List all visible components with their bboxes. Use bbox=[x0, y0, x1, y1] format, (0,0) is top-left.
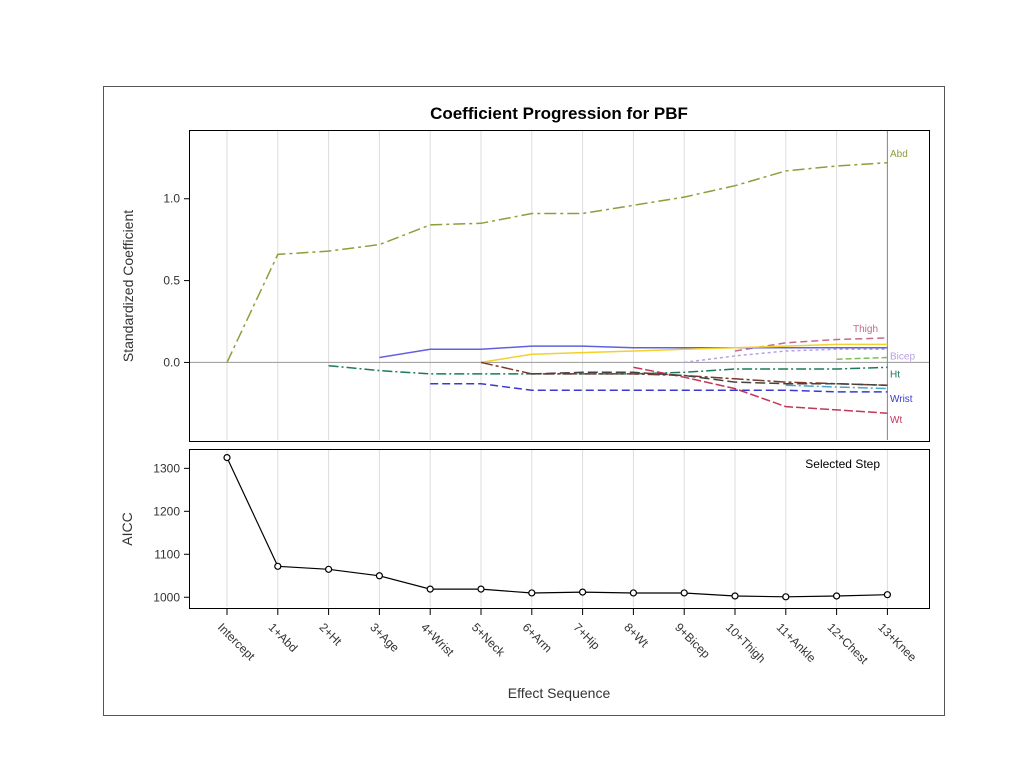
aicc-y-ticks: 1000 1100 1200 1300 bbox=[153, 461, 189, 604]
series-label-ht: Ht bbox=[890, 369, 900, 380]
y-tick-label: 1.0 bbox=[163, 192, 180, 206]
aicc-point-1-abd bbox=[274, 562, 282, 570]
aicc-point-13-knee bbox=[883, 591, 892, 599]
aicc-point-10-thigh bbox=[731, 592, 739, 600]
aicc-point-7-hip bbox=[578, 588, 587, 596]
coefficient-series bbox=[226, 161, 888, 414]
coefficient-gridlines bbox=[190, 131, 929, 440]
y-tick-label: 1000 bbox=[153, 590, 180, 604]
series-label-wt: Wt bbox=[890, 415, 902, 426]
aicc-point-9-bicep bbox=[680, 589, 688, 597]
series-label-wrist: Wrist bbox=[890, 394, 913, 405]
series-line-ankle bbox=[785, 384, 888, 390]
aicc-y-axis-title: AICC bbox=[119, 512, 135, 545]
series-label-bicep: Bicep bbox=[890, 351, 915, 362]
aicc-point-8-wt bbox=[629, 589, 638, 597]
aicc-point-6-arm bbox=[528, 589, 536, 597]
aicc-plot-frame bbox=[189, 449, 930, 609]
y-tick-label: 1100 bbox=[154, 547, 180, 561]
y-tick-label: 0.0 bbox=[163, 355, 180, 369]
series-line-bicep bbox=[684, 348, 888, 364]
aicc-point-2-ht bbox=[325, 565, 333, 573]
y-tick-label: 0.5 bbox=[163, 274, 180, 288]
aicc-point-3-age bbox=[375, 572, 383, 580]
series-label-thigh: Thigh bbox=[853, 324, 878, 335]
coefficient-panel: 0.0 0.5 1.0 Abd Thigh Bicep Ht Wrist Wt Standar… bbox=[120, 130, 930, 442]
y-tick-label: 1200 bbox=[153, 504, 180, 518]
aicc-line bbox=[226, 457, 888, 598]
coefficient-series-labels: Abd Thigh Bicep Ht Wrist Wt bbox=[853, 149, 915, 426]
chart-title: Coefficient Progression for PBF bbox=[430, 104, 688, 123]
aicc-gridlines bbox=[226, 450, 888, 607]
series-line-wrist bbox=[430, 382, 888, 393]
aicc-point-12-chest bbox=[832, 592, 841, 600]
aicc-point-intercept bbox=[223, 453, 231, 462]
coefficient-plot-frame bbox=[189, 130, 930, 442]
aicc-points bbox=[223, 453, 892, 601]
series-line-age bbox=[379, 345, 888, 359]
series-line-arm bbox=[531, 371, 888, 387]
series-line-abd bbox=[226, 161, 888, 363]
aicc-point-4-wrist bbox=[426, 585, 434, 593]
coefficient-y-axis-title: Standardized Coefficient bbox=[120, 210, 136, 362]
aicc-series bbox=[226, 457, 888, 598]
series-line-hip bbox=[480, 343, 888, 364]
figure-border bbox=[103, 86, 945, 716]
aicc-point-11-ankle bbox=[782, 593, 790, 601]
aicc-panel: 1000 1100 1200 1300 Selected Step AICC bbox=[119, 449, 930, 609]
selected-step-annotation: Selected Step bbox=[805, 457, 880, 471]
coefficient-y-ticks: 0.0 0.5 1.0 bbox=[163, 192, 189, 369]
y-tick-label: 1300 bbox=[153, 461, 180, 475]
x-axis-title: Effect Sequence bbox=[508, 685, 611, 701]
aicc-point-5-neck bbox=[477, 585, 485, 593]
series-label-abd: Abd bbox=[890, 149, 908, 160]
